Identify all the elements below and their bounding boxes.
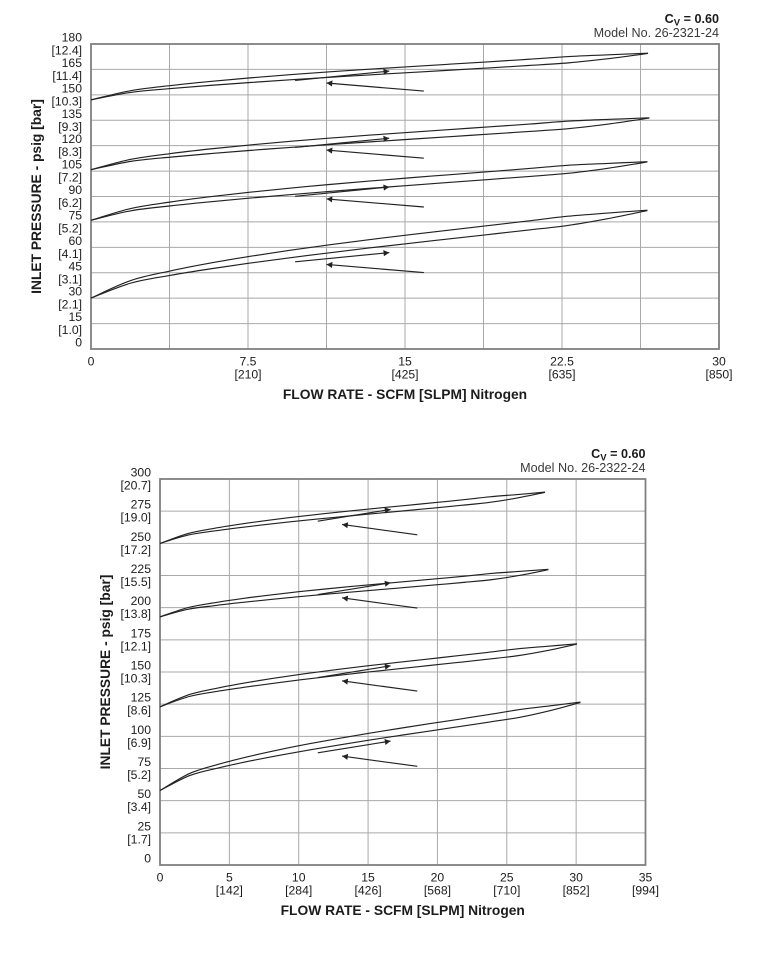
svg-text:300: 300 bbox=[131, 466, 152, 480]
svg-text:[210]: [210] bbox=[234, 368, 261, 382]
svg-text:[1.7]: [1.7] bbox=[127, 832, 151, 846]
svg-text:0: 0 bbox=[157, 871, 164, 885]
svg-text:[142]: [142] bbox=[216, 884, 243, 898]
svg-text:90: 90 bbox=[68, 183, 82, 197]
svg-text:[850]: [850] bbox=[705, 368, 732, 382]
svg-text:5: 5 bbox=[226, 871, 233, 885]
svg-text:165: 165 bbox=[62, 56, 83, 70]
svg-text:45: 45 bbox=[68, 259, 82, 273]
svg-text:INLET PRESSURE - psig [bar]: INLET PRESSURE - psig [bar] bbox=[98, 575, 113, 770]
svg-text:120: 120 bbox=[62, 132, 83, 146]
svg-text:[8.6]: [8.6] bbox=[127, 704, 151, 718]
svg-text:[6.9]: [6.9] bbox=[127, 736, 151, 750]
svg-text:150: 150 bbox=[62, 81, 83, 95]
svg-text:[15.5]: [15.5] bbox=[121, 575, 152, 589]
svg-text:[13.8]: [13.8] bbox=[121, 607, 152, 621]
svg-text:25: 25 bbox=[137, 819, 151, 833]
svg-text:10: 10 bbox=[292, 871, 306, 885]
svg-text:0: 0 bbox=[75, 336, 82, 350]
svg-text:[17.2]: [17.2] bbox=[121, 543, 152, 557]
svg-text:[635]: [635] bbox=[548, 368, 575, 382]
svg-text:[426]: [426] bbox=[355, 884, 382, 898]
svg-text:225: 225 bbox=[131, 562, 152, 576]
svg-text:Model No. 26-2322-24: Model No. 26-2322-24 bbox=[520, 461, 645, 475]
svg-text:180: 180 bbox=[62, 31, 83, 45]
svg-text:105: 105 bbox=[62, 158, 83, 172]
svg-text:[568]: [568] bbox=[424, 884, 451, 898]
svg-text:100: 100 bbox=[131, 723, 152, 737]
svg-text:125: 125 bbox=[131, 691, 152, 705]
svg-text:[994]: [994] bbox=[632, 884, 659, 898]
svg-text:[284]: [284] bbox=[285, 884, 312, 898]
svg-text:[12.1]: [12.1] bbox=[121, 639, 152, 653]
svg-text:50: 50 bbox=[137, 787, 151, 801]
svg-text:[5.2]: [5.2] bbox=[127, 768, 151, 782]
svg-text:[710]: [710] bbox=[493, 884, 520, 898]
svg-text:0: 0 bbox=[144, 852, 151, 866]
svg-text:[852]: [852] bbox=[563, 884, 590, 898]
svg-text:Model No. 26-2321-24: Model No. 26-2321-24 bbox=[594, 26, 719, 40]
svg-text:135: 135 bbox=[62, 107, 83, 121]
svg-text:20: 20 bbox=[431, 871, 445, 885]
svg-text:200: 200 bbox=[131, 594, 152, 608]
svg-text:15: 15 bbox=[68, 310, 82, 324]
svg-text:15: 15 bbox=[361, 871, 375, 885]
svg-text:30: 30 bbox=[569, 871, 583, 885]
svg-text:150: 150 bbox=[131, 659, 152, 673]
svg-text:15: 15 bbox=[398, 355, 412, 369]
svg-text:30: 30 bbox=[712, 355, 726, 369]
svg-text:[3.4]: [3.4] bbox=[127, 800, 151, 814]
svg-text:30: 30 bbox=[68, 285, 82, 299]
svg-text:[10.3]: [10.3] bbox=[121, 672, 152, 686]
svg-text:35: 35 bbox=[639, 871, 653, 885]
svg-text:[425]: [425] bbox=[391, 368, 418, 382]
svg-text:FLOW RATE - SCFM [SLPM] Nitrog: FLOW RATE - SCFM [SLPM] Nitrogen bbox=[281, 903, 525, 918]
svg-text:60: 60 bbox=[68, 234, 82, 248]
svg-text:INLET PRESSURE - psig [bar]: INLET PRESSURE - psig [bar] bbox=[29, 99, 44, 294]
svg-text:7.5: 7.5 bbox=[240, 355, 257, 369]
svg-text:275: 275 bbox=[131, 498, 152, 512]
svg-text:0: 0 bbox=[88, 355, 95, 369]
svg-text:25: 25 bbox=[500, 871, 514, 885]
svg-text:175: 175 bbox=[131, 626, 152, 640]
svg-text:250: 250 bbox=[131, 530, 152, 544]
svg-text:FLOW RATE - SCFM [SLPM] Nitrog: FLOW RATE - SCFM [SLPM] Nitrogen bbox=[283, 387, 527, 402]
svg-text:22.5: 22.5 bbox=[550, 355, 574, 369]
svg-text:75: 75 bbox=[68, 208, 82, 222]
svg-text:[20.7]: [20.7] bbox=[121, 479, 152, 493]
svg-text:75: 75 bbox=[137, 755, 151, 769]
svg-text:[19.0]: [19.0] bbox=[121, 511, 152, 525]
